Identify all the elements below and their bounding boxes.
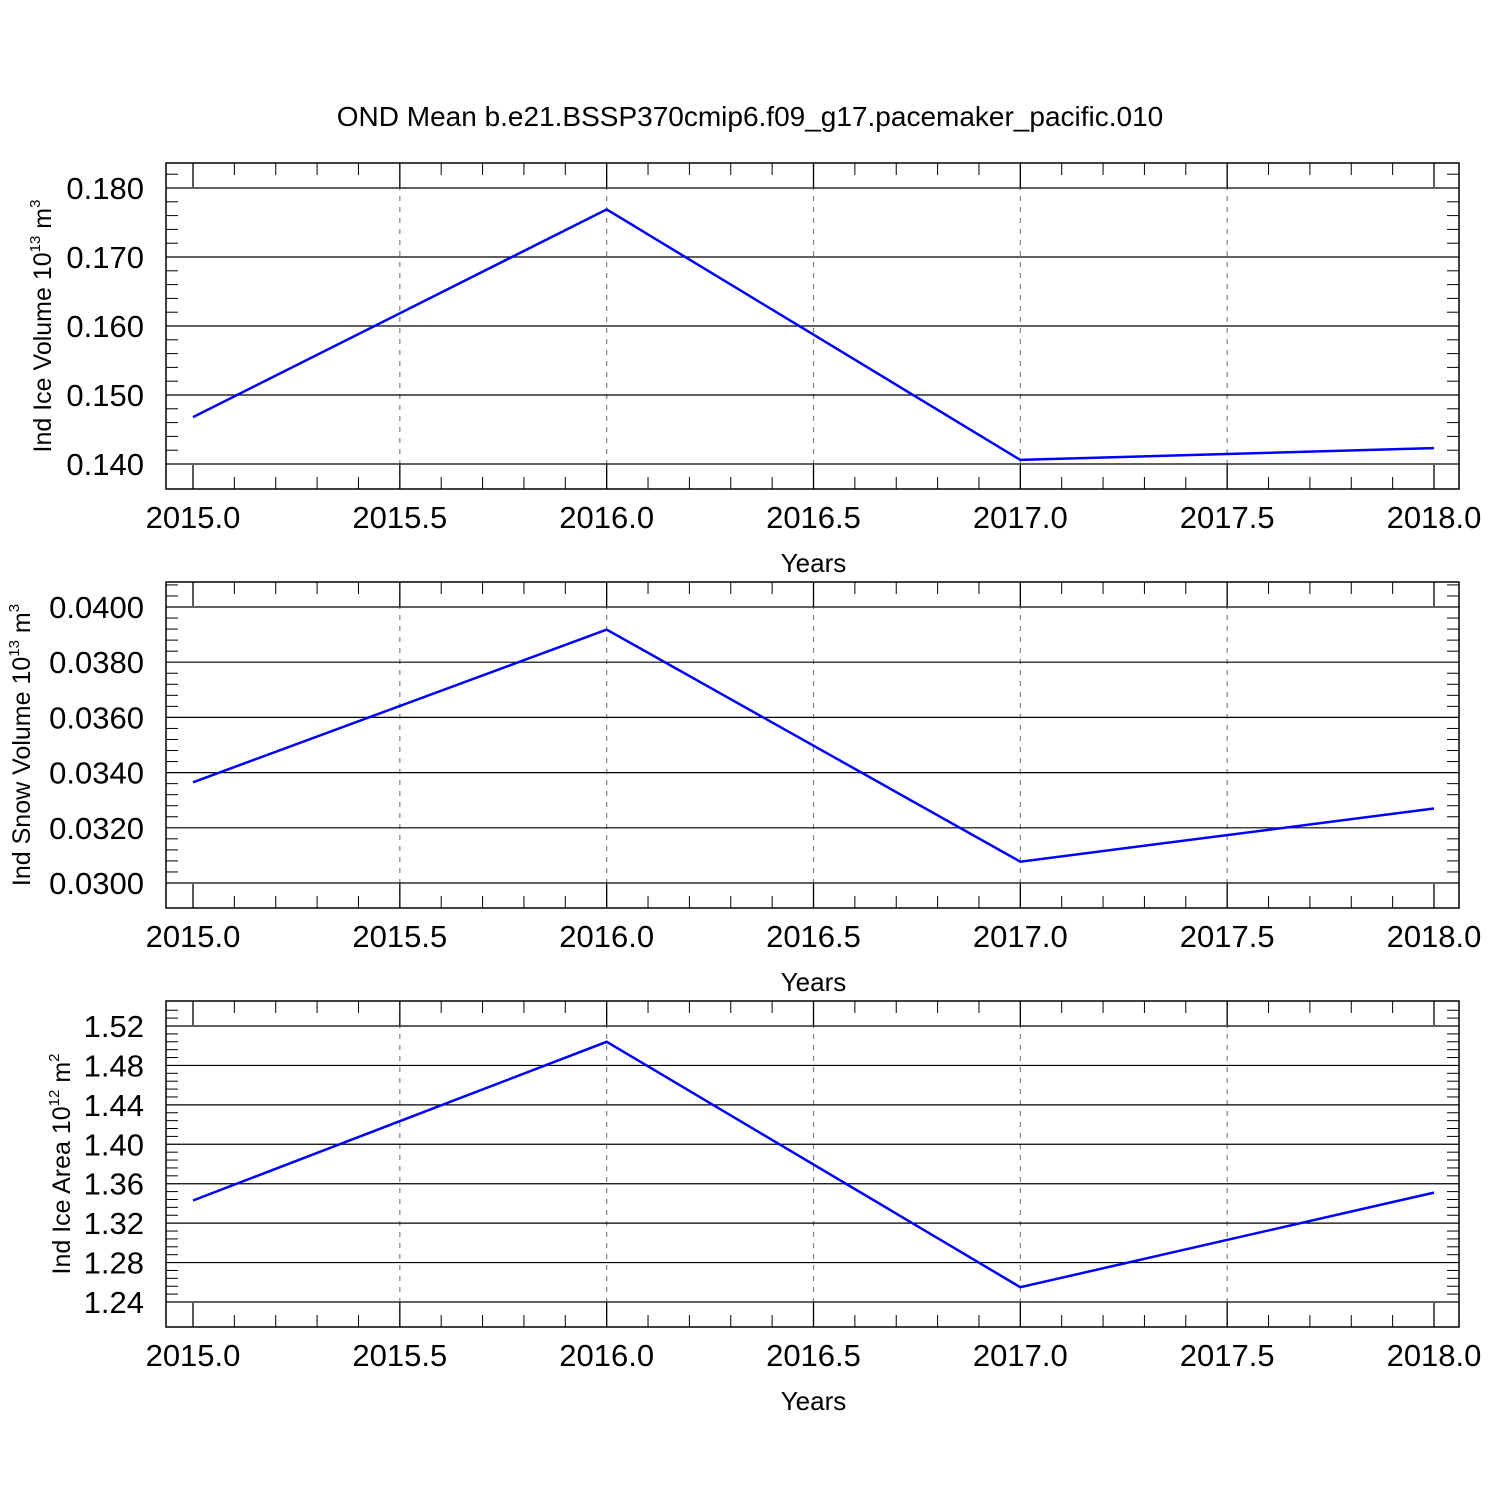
y-tick-label: 0.180 bbox=[66, 171, 144, 206]
x-axis-label: Years bbox=[781, 967, 847, 997]
x-tick-label: 2016.0 bbox=[559, 919, 654, 954]
y-tick-label: 1.24 bbox=[84, 1285, 144, 1320]
x-axis-label: Years bbox=[781, 1386, 847, 1416]
y-tick-label: 0.150 bbox=[66, 378, 144, 413]
x-tick-label: 2017.0 bbox=[973, 1338, 1068, 1373]
y-axis-label: Ind Ice Area 1012 m2 bbox=[46, 1054, 76, 1275]
x-tick-label: 2015.5 bbox=[352, 1338, 447, 1373]
x-tick-label: 2016.5 bbox=[766, 500, 861, 535]
chart-title: OND Mean b.e21.BSSP370cmip6.f09_g17.pace… bbox=[337, 101, 1164, 132]
y-tick-label: 1.48 bbox=[84, 1048, 144, 1083]
y-tick-label: 1.44 bbox=[84, 1088, 144, 1123]
x-tick-label: 2018.0 bbox=[1387, 919, 1482, 954]
x-tick-label: 2016.5 bbox=[766, 1338, 861, 1373]
x-tick-label: 2016.0 bbox=[559, 500, 654, 535]
x-axis-label: Years bbox=[781, 548, 847, 578]
y-tick-label: 1.40 bbox=[84, 1127, 144, 1162]
y-axis-label: Ind Snow Volume 1013 m3 bbox=[6, 604, 36, 886]
x-tick-label: 2015.5 bbox=[352, 919, 447, 954]
y-tick-label: 0.140 bbox=[66, 447, 144, 482]
x-tick-label: 2017.5 bbox=[1180, 1338, 1275, 1373]
x-tick-label: 2017.5 bbox=[1180, 919, 1275, 954]
chart-panel-2: 2015.0 2015.5 2016.0 2016.5 2017.0 2017.5 2018… bbox=[6, 582, 1481, 997]
y-tick-label: 1.32 bbox=[84, 1206, 144, 1241]
y-tick-label: 0.0400 bbox=[49, 590, 144, 625]
x-tick-label: 2016.0 bbox=[559, 1338, 654, 1373]
y-tick-label: 0.0300 bbox=[49, 866, 144, 901]
x-tick-label: 2016.5 bbox=[766, 919, 861, 954]
x-tick-label: 2018.0 bbox=[1387, 500, 1482, 535]
x-tick-label: 2017.0 bbox=[973, 919, 1068, 954]
y-tick-label: 0.0320 bbox=[49, 811, 144, 846]
y-tick-label: 0.160 bbox=[66, 309, 144, 344]
x-tick-label: 2017.0 bbox=[973, 500, 1068, 535]
x-tick-label: 2017.5 bbox=[1180, 500, 1275, 535]
y-tick-label: 0.0380 bbox=[49, 645, 144, 680]
y-axis-label: Ind Ice Volume 1013 m3 bbox=[27, 200, 57, 453]
y-tick-label: 1.28 bbox=[84, 1246, 144, 1281]
y-tick-label: 0.0360 bbox=[49, 700, 144, 735]
x-tick-label: 2015.0 bbox=[146, 1338, 241, 1373]
x-tick-label: 2015.0 bbox=[146, 500, 241, 535]
y-tick-label: 1.52 bbox=[84, 1009, 144, 1044]
x-tick-label: 2018.0 bbox=[1387, 1338, 1482, 1373]
y-tick-label: 1.36 bbox=[84, 1167, 144, 1202]
chart-panel-1: 2015.0 2015.5 2016.0 2016.5 2017.0 2017.5 2018… bbox=[27, 163, 1481, 578]
chart-panel-3: 2015.0 2015.5 2016.0 2016.5 2017.0 2017.5 2018… bbox=[46, 1001, 1481, 1416]
y-tick-label: 0.0340 bbox=[49, 756, 144, 791]
y-tick-label: 0.170 bbox=[66, 240, 144, 275]
series-line bbox=[193, 209, 1434, 460]
x-tick-label: 2015.0 bbox=[146, 919, 241, 954]
x-tick-label: 2015.5 bbox=[352, 500, 447, 535]
